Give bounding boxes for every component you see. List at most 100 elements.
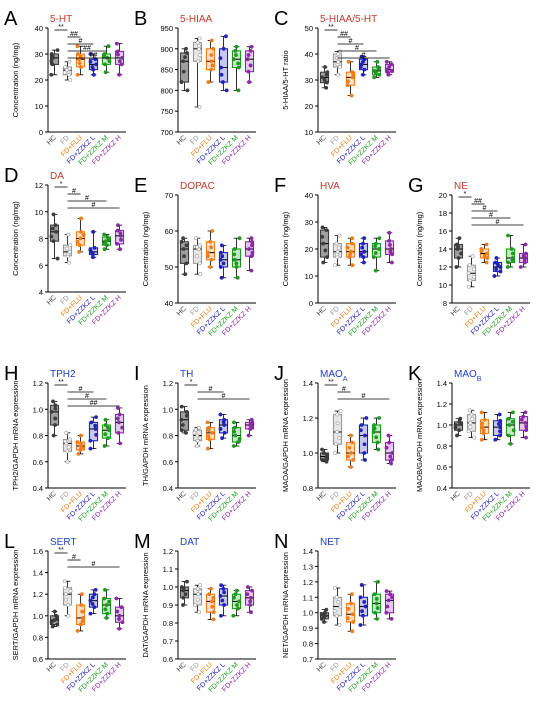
data-point — [197, 105, 202, 109]
data-point — [375, 440, 380, 445]
data-point — [349, 601, 353, 606]
data-point — [467, 408, 472, 413]
data-point — [232, 429, 236, 434]
data-point — [88, 611, 93, 616]
data-point — [81, 616, 86, 620]
data-point — [249, 44, 254, 49]
data-point — [198, 272, 203, 277]
x-tick-label: HC — [176, 305, 188, 317]
data-point — [494, 256, 499, 260]
box-tint — [206, 241, 215, 260]
data-point — [233, 433, 238, 438]
data-point — [208, 239, 213, 244]
data-point — [479, 410, 484, 415]
y-tick-label: 1.2 — [437, 400, 447, 409]
x-tick-label: FD — [59, 134, 71, 146]
data-point — [102, 52, 107, 56]
data-point — [247, 80, 252, 84]
data-point — [320, 225, 325, 230]
data-point — [198, 589, 203, 594]
y-axis-label: MAOB/GAPDH mRNA expression — [415, 379, 424, 492]
panel-letter: K — [408, 363, 422, 385]
y-tick-label: 950 — [160, 24, 173, 33]
data-point — [102, 596, 107, 601]
data-point — [372, 69, 377, 73]
sig-label: ** — [58, 379, 64, 386]
data-point — [52, 618, 57, 623]
data-point — [235, 603, 239, 607]
data-point — [197, 46, 201, 51]
data-point — [181, 603, 185, 607]
data-point — [209, 257, 214, 262]
box-tint — [63, 245, 72, 256]
data-point — [51, 212, 56, 217]
data-point — [88, 598, 93, 603]
data-point — [218, 412, 223, 417]
data-point — [120, 425, 125, 430]
data-point — [498, 269, 503, 274]
data-point — [350, 236, 355, 241]
y-tick-label: 0.8 — [33, 633, 43, 642]
data-point — [198, 583, 203, 588]
data-point — [248, 63, 253, 68]
data-point — [250, 250, 255, 255]
data-point — [114, 596, 119, 601]
data-point — [389, 461, 394, 466]
data-point — [80, 592, 84, 597]
sig-label: # — [72, 188, 76, 195]
data-point — [373, 610, 378, 615]
data-point — [506, 433, 511, 438]
data-point — [220, 598, 225, 603]
box-4 — [505, 418, 516, 437]
data-point — [335, 249, 340, 254]
sig-label: ## — [90, 52, 98, 59]
data-point — [221, 586, 226, 591]
data-point — [219, 583, 224, 588]
data-point — [237, 236, 242, 241]
data-point — [64, 597, 68, 602]
data-point — [375, 59, 380, 64]
data-point — [68, 243, 73, 248]
panel-letter: F — [274, 175, 286, 197]
data-point — [466, 429, 471, 434]
data-point — [103, 239, 108, 244]
data-point — [90, 65, 95, 69]
data-point — [179, 417, 184, 422]
data-point — [104, 603, 109, 607]
data-point — [55, 256, 60, 261]
data-point — [205, 420, 210, 425]
data-point — [62, 579, 67, 584]
data-point — [250, 239, 254, 244]
data-point — [454, 265, 459, 269]
data-point — [50, 624, 55, 629]
data-point — [218, 257, 223, 262]
data-point — [209, 38, 214, 43]
data-point — [205, 250, 210, 255]
data-point — [78, 433, 83, 438]
data-point — [117, 72, 122, 77]
data-point — [49, 234, 54, 239]
sig-label: # — [92, 202, 96, 209]
data-point — [179, 428, 184, 433]
y-axis-label: NET/GAPDH mRNA expression — [281, 552, 290, 658]
data-point — [248, 603, 253, 607]
data-point — [211, 595, 216, 600]
x-tick-label: HC — [176, 134, 188, 146]
sig-label: # — [72, 554, 76, 561]
data-point — [350, 629, 355, 634]
data-point — [116, 52, 120, 57]
data-point — [219, 243, 224, 248]
data-point — [66, 603, 70, 607]
data-point — [336, 52, 341, 56]
data-point — [49, 52, 54, 56]
y-axis-label: Concentration (ng/mg) — [141, 211, 150, 286]
data-point — [90, 602, 95, 606]
data-point — [350, 440, 354, 445]
box-tint — [76, 605, 85, 625]
y-tick-label: 0.9 — [163, 601, 173, 610]
data-point — [521, 414, 526, 419]
data-point — [184, 430, 188, 435]
data-point — [118, 441, 123, 446]
data-point — [349, 451, 353, 455]
